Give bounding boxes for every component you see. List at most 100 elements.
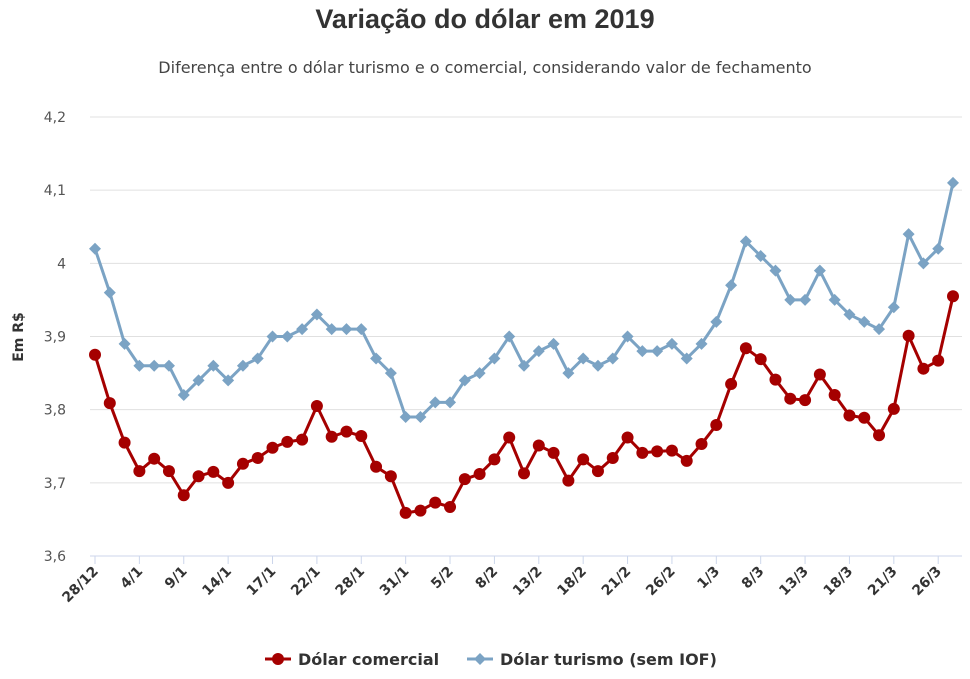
data-point-comercial [518, 467, 530, 480]
data-point-turismo [591, 359, 604, 372]
data-point-comercial [429, 496, 442, 509]
x-tick-label: 14/1 [199, 564, 235, 600]
data-point-turismo [562, 367, 575, 380]
data-point-turismo [547, 337, 560, 350]
legend-item-turismo[interactable]: Dólar turismo (sem IOF) [467, 650, 717, 669]
x-tick-label: 13/2 [510, 564, 546, 600]
data-point-comercial [887, 402, 900, 415]
data-point-comercial [236, 457, 249, 470]
x-tick-label: 21/2 [599, 564, 635, 600]
data-point-turismo [236, 359, 249, 372]
data-point-comercial [177, 489, 190, 502]
data-point-turismo [118, 337, 131, 350]
data-point-comercial [148, 452, 161, 465]
data-point-turismo [414, 410, 427, 423]
x-tick-label: 26/3 [909, 564, 945, 600]
data-point-turismo [621, 330, 634, 343]
data-point-comercial [444, 500, 457, 513]
data-point-comercial [710, 419, 723, 432]
data-point-turismo [577, 352, 590, 365]
x-tick-label: 18/2 [554, 564, 590, 600]
legend-item-comercial[interactable]: Dólar comercial [265, 650, 439, 669]
chart-title: Variação do dólar em 2019 [315, 4, 655, 34]
data-point-turismo [177, 389, 190, 402]
data-point-comercial [858, 411, 871, 424]
data-point-comercial [133, 465, 146, 478]
data-point-turismo [769, 264, 782, 277]
data-point-comercial [813, 368, 826, 381]
y-tick-label: 4,2 [44, 110, 66, 126]
data-point-comercial [207, 465, 220, 478]
y-tick-label: 3,6 [44, 549, 66, 565]
data-point-turismo [799, 293, 812, 306]
data-point-turismo [488, 352, 501, 365]
x-tick-label: 22/1 [288, 564, 324, 600]
data-point-comercial [192, 470, 205, 483]
y-tick-label: 4,1 [44, 183, 66, 199]
data-point-turismo [680, 352, 693, 365]
data-point-turismo [813, 264, 826, 277]
x-tick-label: 13/3 [776, 564, 812, 600]
x-tick-label: 8/3 [739, 564, 768, 593]
data-point-comercial [266, 441, 279, 454]
y-tick-label: 3,9 [44, 330, 66, 346]
x-tick-label: 18/3 [821, 564, 857, 600]
data-point-turismo [148, 359, 161, 372]
data-point-comercial [384, 470, 397, 483]
data-point-turismo [266, 330, 279, 343]
data-point-comercial [340, 425, 353, 438]
data-point-turismo [695, 337, 708, 350]
x-tick-label: 9/1 [162, 564, 191, 593]
data-point-turismo [947, 176, 959, 189]
chart-subtitle: Diferença entre o dólar turismo e o come… [158, 58, 812, 77]
data-point-turismo [828, 293, 841, 306]
legend-label-turismo: Dólar turismo (sem IOF) [500, 650, 717, 669]
data-point-turismo [192, 374, 205, 387]
data-point-comercial [89, 348, 101, 361]
data-point-comercial [503, 431, 516, 444]
data-point-turismo [162, 359, 175, 372]
data-point-comercial [162, 465, 175, 478]
data-point-turismo [103, 286, 116, 299]
data-point-turismo [89, 242, 101, 255]
x-tick-label: 5/2 [428, 564, 457, 593]
data-point-turismo [281, 330, 294, 343]
data-point-turismo [636, 345, 649, 358]
data-point-comercial [103, 397, 116, 410]
data-point-turismo [902, 228, 915, 241]
data-point-turismo [518, 359, 530, 372]
data-point-comercial [902, 329, 915, 342]
data-point-turismo [710, 315, 723, 328]
data-point-turismo [340, 323, 353, 336]
x-tick-label: 21/3 [865, 564, 901, 600]
data-point-turismo [739, 235, 752, 248]
data-point-turismo [296, 323, 309, 336]
data-point-turismo [651, 345, 664, 358]
data-point-turismo [355, 323, 368, 336]
data-point-comercial [532, 439, 545, 452]
x-tick-label: 26/2 [643, 564, 679, 600]
legend-label-comercial: Dólar comercial [298, 650, 439, 669]
data-point-comercial [932, 354, 945, 367]
y-tick-label: 3,8 [44, 403, 66, 419]
legend-marker-turismo [474, 653, 486, 665]
x-tick-label: 4/1 [117, 564, 146, 593]
data-point-comercial [222, 476, 235, 489]
data-point-comercial [325, 430, 338, 443]
x-tick-label: 28/1 [333, 564, 369, 600]
data-point-comercial [547, 446, 560, 459]
data-point-comercial [281, 435, 294, 448]
data-point-turismo [873, 323, 886, 336]
data-point-turismo [133, 359, 146, 372]
data-point-turismo [429, 396, 442, 409]
data-point-turismo [858, 315, 871, 328]
x-tick-label: 8/2 [473, 564, 502, 593]
data-point-turismo [887, 301, 900, 314]
data-point-turismo [784, 293, 797, 306]
data-point-comercial [947, 290, 959, 303]
data-point-comercial [606, 451, 619, 464]
data-point-comercial [399, 506, 412, 519]
data-point-turismo [843, 308, 856, 321]
